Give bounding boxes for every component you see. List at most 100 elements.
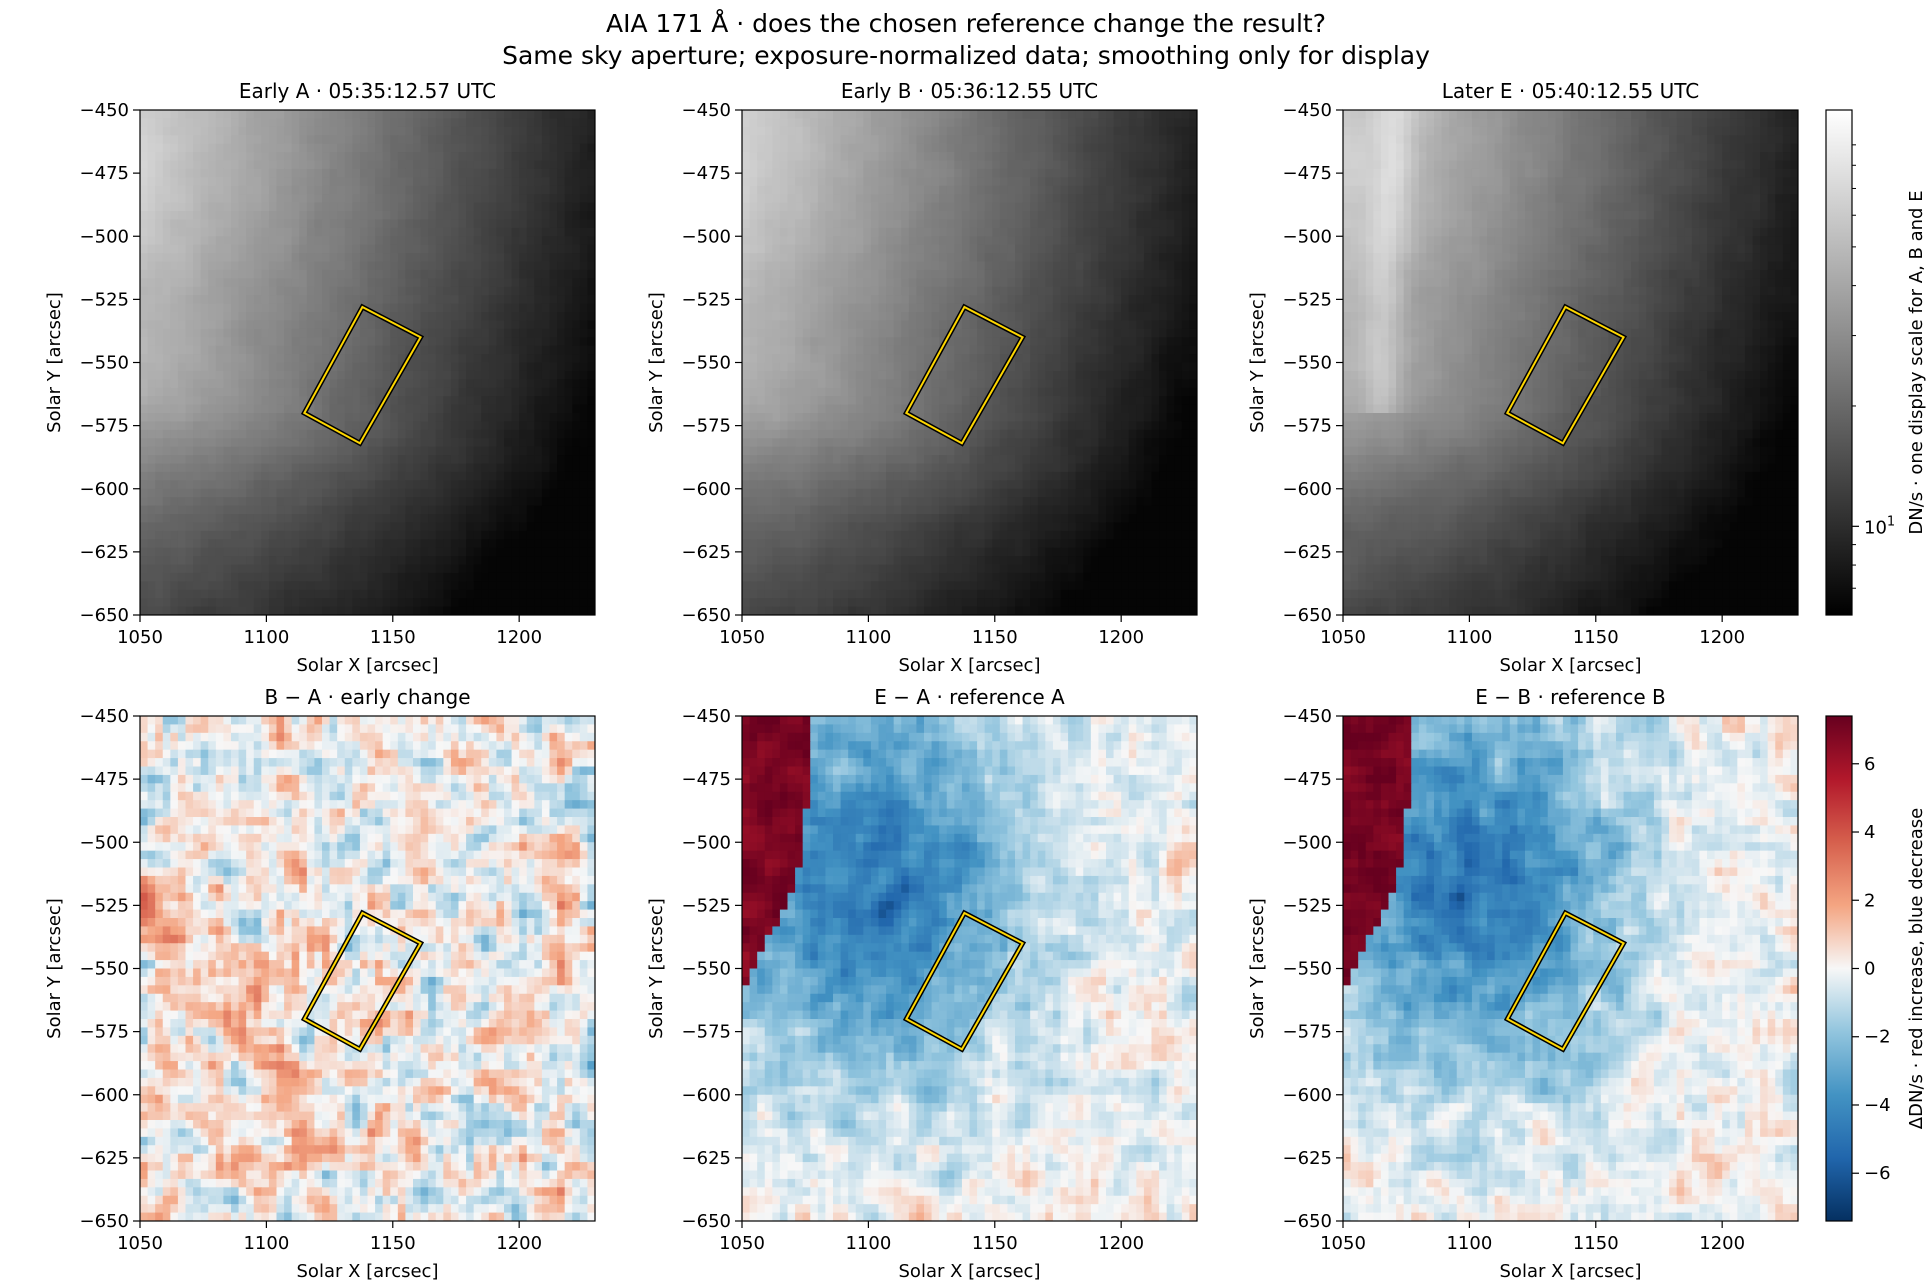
panels: 1050 1100 1150 1200 −450 −475 −500 −525 −550 −575… bbox=[44, 79, 1799, 1282]
x-tick-label: 1100 bbox=[243, 1233, 289, 1254]
panel-title: E − B · reference B bbox=[1475, 685, 1665, 709]
aperture-inner bbox=[1505, 305, 1625, 445]
panel-title: Later E · 05:40:12.55 UTC bbox=[1442, 79, 1699, 103]
heatmap-image bbox=[1343, 716, 1798, 1221]
y-tick-label: −475 bbox=[1283, 163, 1332, 184]
colorbar-bar bbox=[1825, 715, 1853, 1222]
heatmap-image bbox=[140, 110, 595, 615]
colorbar-tick-label: 4 bbox=[1864, 822, 1875, 843]
x-axis-label: Solar X [arcsec] bbox=[297, 655, 439, 676]
colorbar-label: DN/s · one display scale for A, B and E bbox=[1906, 190, 1927, 534]
y-tick-label: −550 bbox=[80, 959, 129, 980]
panel-EB: 1050 1100 1150 1200 −450 −475 −500 −525 −550 −575… bbox=[1247, 685, 1799, 1282]
aperture-inner bbox=[904, 305, 1024, 445]
y-tick-label: −500 bbox=[682, 832, 731, 853]
colorbar-difference: −6 −4 −2 0 2 4 6 ΔDN/s · red increase, blue dec… bbox=[1825, 715, 1927, 1222]
y-tick-label: −650 bbox=[1283, 1211, 1332, 1232]
colorbar-tick-label: 2 bbox=[1864, 890, 1875, 911]
y-tick-label: −525 bbox=[682, 895, 731, 916]
aperture-inner bbox=[1505, 911, 1625, 1051]
y-tick-label: −575 bbox=[80, 416, 129, 437]
x-tick-label: 1200 bbox=[496, 1233, 542, 1254]
y-tick-label: −625 bbox=[682, 542, 731, 563]
y-tick-label: −500 bbox=[80, 832, 129, 853]
y-tick-label: −600 bbox=[1283, 479, 1332, 500]
x-tick-label: 1150 bbox=[1573, 627, 1619, 648]
panel-BA: 1050 1100 1150 1200 −450 −475 −500 −525 −550 −575… bbox=[44, 685, 596, 1282]
y-axis-label: Solar Y [arcsec] bbox=[44, 292, 65, 433]
y-tick-label: −500 bbox=[80, 226, 129, 247]
colorbar-tick-label: −2 bbox=[1864, 1027, 1891, 1048]
y-tick-label: −650 bbox=[682, 605, 731, 626]
y-tick-label: −650 bbox=[80, 605, 129, 626]
heatmap-image bbox=[140, 716, 595, 1221]
y-tick-label: −575 bbox=[1283, 416, 1332, 437]
y-axis-label: Solar Y [arcsec] bbox=[44, 898, 65, 1039]
x-tick-label: 1050 bbox=[1320, 1233, 1366, 1254]
colorbar-tick-label: 0 bbox=[1864, 959, 1875, 980]
y-tick-label: −475 bbox=[682, 163, 731, 184]
y-tick-label: −600 bbox=[80, 479, 129, 500]
y-tick-label: −650 bbox=[682, 1211, 731, 1232]
panel-title: E − A · reference A bbox=[874, 685, 1065, 709]
y-axis-label: Solar Y [arcsec] bbox=[1247, 898, 1268, 1039]
y-axis-label: Solar Y [arcsec] bbox=[646, 292, 667, 433]
y-tick-label: −550 bbox=[682, 959, 731, 980]
y-tick-label: −600 bbox=[1283, 1085, 1332, 1106]
x-axis-label: Solar X [arcsec] bbox=[1500, 655, 1642, 676]
aperture-inner bbox=[302, 305, 422, 445]
y-tick-label: −650 bbox=[1283, 605, 1332, 626]
y-tick-label: −550 bbox=[1283, 353, 1332, 374]
y-tick-label: −525 bbox=[80, 289, 129, 310]
y-tick-label: −525 bbox=[80, 895, 129, 916]
panel-A: 1050 1100 1150 1200 −450 −475 −500 −525 −550 −575… bbox=[44, 79, 596, 676]
x-axis-label: Solar X [arcsec] bbox=[1500, 1261, 1642, 1282]
colorbar-tick-label: 101 bbox=[1864, 514, 1895, 538]
colorbars: 101 DN/s · one display scale for A, B and… bbox=[1825, 109, 1927, 1222]
y-tick-label: −500 bbox=[1283, 226, 1332, 247]
y-tick-label: −500 bbox=[1283, 832, 1332, 853]
x-axis-label: Solar X [arcsec] bbox=[297, 1261, 439, 1282]
x-tick-label: 1050 bbox=[117, 1233, 163, 1254]
heatmap-image bbox=[742, 110, 1197, 615]
x-tick-label: 1050 bbox=[1320, 627, 1366, 648]
y-tick-label: −450 bbox=[1283, 100, 1332, 121]
colorbar-tick-label: −4 bbox=[1864, 1095, 1891, 1116]
y-tick-label: −575 bbox=[80, 1022, 129, 1043]
y-tick-label: −600 bbox=[80, 1085, 129, 1106]
heatmap-image bbox=[742, 716, 1197, 1221]
y-tick-label: −475 bbox=[1283, 769, 1332, 790]
y-tick-label: −450 bbox=[682, 706, 731, 727]
y-tick-label: −600 bbox=[682, 479, 731, 500]
y-tick-label: −625 bbox=[1283, 542, 1332, 563]
y-tick-label: −650 bbox=[80, 1211, 129, 1232]
x-tick-label: 1050 bbox=[719, 1233, 765, 1254]
y-tick-label: −575 bbox=[682, 416, 731, 437]
figure-title-line2: Same sky aperture; exposure-normalized d… bbox=[502, 41, 1430, 70]
x-tick-label: 1150 bbox=[972, 627, 1018, 648]
y-tick-label: −475 bbox=[682, 769, 731, 790]
panel-title: B − A · early change bbox=[264, 685, 470, 709]
y-tick-label: −575 bbox=[1283, 1022, 1332, 1043]
y-axis-label: Solar Y [arcsec] bbox=[646, 898, 667, 1039]
x-tick-label: 1050 bbox=[117, 627, 163, 648]
x-tick-label: 1100 bbox=[1446, 627, 1492, 648]
y-tick-label: −525 bbox=[682, 289, 731, 310]
aperture-inner bbox=[302, 911, 422, 1051]
y-tick-label: −575 bbox=[682, 1022, 731, 1043]
x-tick-label: 1150 bbox=[1573, 1233, 1619, 1254]
y-tick-label: −550 bbox=[80, 353, 129, 374]
x-tick-label: 1150 bbox=[972, 1233, 1018, 1254]
x-axis-label: Solar X [arcsec] bbox=[899, 1261, 1041, 1282]
y-axis-label: Solar Y [arcsec] bbox=[1247, 292, 1268, 433]
y-tick-label: −550 bbox=[682, 353, 731, 374]
y-tick-label: −625 bbox=[80, 1148, 129, 1169]
y-tick-label: −525 bbox=[1283, 895, 1332, 916]
y-tick-label: −600 bbox=[682, 1085, 731, 1106]
y-tick-label: −475 bbox=[80, 769, 129, 790]
panel-EA: 1050 1100 1150 1200 −450 −475 −500 −525 −550 −575… bbox=[646, 685, 1198, 1282]
colorbar-tick-label: −6 bbox=[1864, 1163, 1891, 1184]
panel-B: 1050 1100 1150 1200 −450 −475 −500 −525 −550 −575… bbox=[646, 79, 1198, 676]
colorbar-tick-label: 6 bbox=[1864, 754, 1875, 775]
